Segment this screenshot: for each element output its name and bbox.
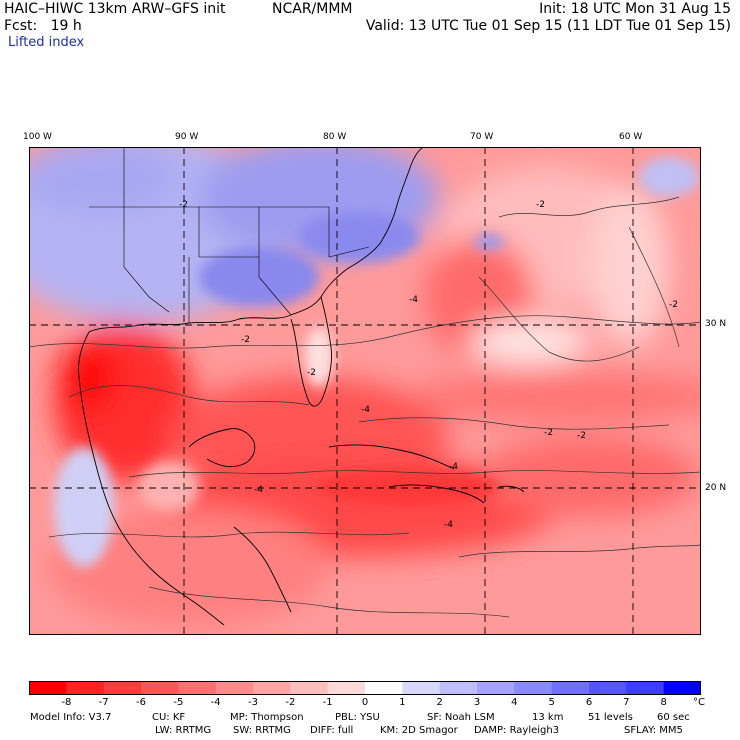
colorbar-tick-label: -7 xyxy=(98,697,109,708)
map-gridlines xyxy=(29,147,701,635)
colorbar-frame xyxy=(29,681,701,695)
footer-surface: SF: Noah LSM xyxy=(427,712,495,723)
lon-label-80w: 80 W xyxy=(323,132,347,142)
colorbar-swatch xyxy=(514,681,553,695)
lon-label-100w: 100 W xyxy=(23,132,52,142)
contour-label: -4 xyxy=(449,462,458,472)
colorbar-unit: °C xyxy=(693,697,705,708)
colorbar-tick-label: 0 xyxy=(361,697,369,708)
lat-label-30n: 30 N xyxy=(705,319,727,329)
footer-damping: DAMP: Rayleigh3 xyxy=(474,725,560,736)
footer-longwave: LW: RRTMG xyxy=(155,725,212,736)
footer-cumulus: CU: KF xyxy=(152,712,186,723)
contour-label: -2 xyxy=(307,368,316,378)
colorbar-tick-label: -5 xyxy=(173,697,184,708)
colorbar-tick-label: -2 xyxy=(285,697,296,708)
colorbar-swatch xyxy=(29,681,67,695)
colorbar-tick-label: -3 xyxy=(248,697,258,708)
footer-microphysics: MP: Thompson xyxy=(230,712,304,723)
contour-label: -4 xyxy=(361,405,370,415)
colorbar-tick-label: 5 xyxy=(548,697,555,708)
colorbar-tick-label: -4 xyxy=(210,697,221,708)
colorbar-swatch xyxy=(215,681,254,695)
field-name: Lifted index xyxy=(8,35,85,50)
contour-label-group: -2 -4 -2 -2 -4 -2 -2 -4 -2 -4 -2 -4 xyxy=(179,200,678,530)
colorbar-tick-label: 6 xyxy=(585,697,593,708)
contour-label: -2 xyxy=(544,428,553,438)
colorbar-swatch xyxy=(141,681,179,695)
contour-lines xyxy=(29,196,701,618)
footer-model-info: Model Info: V3.7 xyxy=(30,712,112,723)
colorbar-swatch xyxy=(551,681,590,695)
colorbar-tick-label: 1 xyxy=(399,697,406,708)
colorbar-swatch xyxy=(253,681,291,695)
contour-label: -4 xyxy=(444,520,453,530)
footer-levels: 51 levels xyxy=(588,712,633,723)
colorbar-swatch xyxy=(66,681,105,695)
colorbar-swatch xyxy=(178,681,217,695)
lifted-index-map: -2 -4 -2 -2 -4 -2 -2 -4 -2 -4 -2 -4 xyxy=(29,147,701,635)
map-frame xyxy=(29,147,701,635)
colorbar-tick-label: 8 xyxy=(660,697,667,708)
colorbar-swatch xyxy=(589,681,627,695)
footer-sflay: SFLAY: MM5 xyxy=(624,725,683,736)
colorbar-tick-label: 7 xyxy=(623,697,630,708)
contour-label: -4 xyxy=(254,485,263,495)
footer-km: KM: 2D Smagor xyxy=(380,725,458,736)
footer-timestep: 60 sec xyxy=(657,712,690,723)
model-title: HAIC–HIWC 13km ARW–GFS init xyxy=(4,1,226,17)
valid-time: Valid: 13 UTC Tue 01 Sep 15 (11 LDT Tue … xyxy=(365,18,731,34)
colorbar xyxy=(29,680,702,695)
contour-label: -2 xyxy=(669,300,678,310)
colorbar-tick-label: 3 xyxy=(473,697,481,708)
contour-label: -4 xyxy=(409,295,418,305)
init-time: Init: 18 UTC Mon 31 Aug 15 xyxy=(539,1,731,17)
colorbar-tick-label: 2 xyxy=(436,697,443,708)
colorbar-tick-label: -1 xyxy=(322,697,333,708)
footer-resolution: 13 km xyxy=(532,712,564,723)
colorbar-swatch xyxy=(402,681,441,695)
lon-label-60w: 60 W xyxy=(619,132,643,142)
lon-label-90w: 90 W xyxy=(175,132,199,142)
colorbar-swatch xyxy=(290,681,329,695)
colorbar-tick-label: -6 xyxy=(136,697,146,708)
contour-label: -2 xyxy=(536,200,545,210)
colorbar-tick-label: 4 xyxy=(511,697,518,708)
colorbar-swatch xyxy=(663,681,702,695)
colorbar-swatch xyxy=(327,681,366,695)
colorbar-swatch xyxy=(626,681,665,695)
forecast-hour: Fcst: 19 h xyxy=(4,18,82,34)
footer-shortwave: SW: RRTMG xyxy=(233,725,291,736)
footer-pbl: PBL: YSU xyxy=(335,712,380,723)
lon-label-70w: 70 W xyxy=(470,132,494,142)
colorbar-swatch xyxy=(103,681,142,695)
state-borders xyxy=(89,147,370,323)
colorbar-tick-label: -8 xyxy=(61,697,72,708)
colorbar-swatch xyxy=(439,681,478,695)
contour-label: -2 xyxy=(241,335,250,345)
contour-label: -2 xyxy=(179,200,188,210)
organization-label: NCAR/MMM xyxy=(272,1,353,17)
colorbar-swatch xyxy=(477,681,515,695)
colorbar-swatch xyxy=(365,681,403,695)
footer-diffusion: DIFF: full xyxy=(310,725,354,736)
contour-label: -2 xyxy=(577,431,586,441)
lat-label-20n: 20 N xyxy=(705,483,727,493)
